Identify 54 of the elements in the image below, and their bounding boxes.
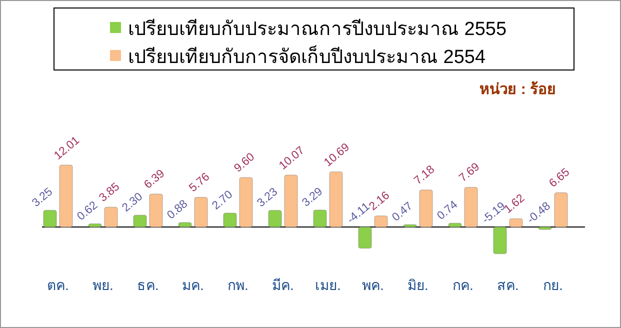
data-label: 2.30 — [120, 190, 146, 214]
data-label: 5.76 — [187, 170, 212, 195]
bar — [493, 226, 507, 254]
bar — [194, 197, 208, 228]
x-tick-label: เมย. — [315, 277, 341, 293]
bar — [448, 223, 462, 228]
x-tick-label: พค. — [362, 277, 384, 293]
bar — [403, 224, 417, 228]
data-label: 0.47 — [390, 200, 416, 224]
x-tick-label: มีค. — [272, 277, 294, 293]
legend-label: เปรียบเทียบกับการจัดเก็บปีงบประมาณ 2554 — [128, 44, 486, 68]
x-tick-label: กค. — [452, 277, 474, 293]
bar — [419, 190, 433, 228]
x-tick-label: มิย. — [408, 277, 428, 293]
bar — [239, 177, 253, 228]
x-tick-label: กพ. — [228, 277, 248, 293]
data-label: 0.74 — [435, 198, 461, 222]
bar — [178, 222, 192, 228]
bar — [313, 210, 327, 228]
bar — [374, 216, 388, 228]
data-label: 3.25 — [30, 186, 56, 210]
data-label: 6.39 — [142, 168, 168, 192]
x-tick-label: ตค. — [47, 277, 69, 293]
bar — [149, 194, 163, 228]
bar — [358, 226, 372, 248]
x-tick-label: กย. — [543, 277, 563, 293]
bar — [554, 192, 568, 228]
x-tick-label: มค. — [182, 277, 204, 293]
x-tick-label: สค. — [497, 277, 519, 293]
x-tick-label: ธค. — [137, 277, 159, 293]
bar — [268, 210, 282, 228]
legend-label: เปรียบเทียบกับประมาณการปีงบประมาณ 2555 — [128, 18, 507, 40]
data-label: 3.29 — [300, 186, 326, 210]
bar — [223, 212, 237, 228]
bar — [329, 172, 343, 228]
bar — [88, 224, 102, 228]
bar — [104, 206, 118, 228]
text: หน่วย : ร้อย — [480, 81, 556, 98]
x-tick-label: พย. — [92, 277, 114, 293]
bar — [133, 214, 147, 228]
data-label: 6.65 — [547, 166, 572, 190]
bar — [538, 226, 552, 230]
data-label: 3.23 — [255, 186, 280, 210]
data-label: 7.69 — [457, 161, 482, 185]
data-label: -0.48 — [525, 200, 554, 226]
bar — [509, 218, 523, 228]
bar — [43, 210, 57, 228]
bar — [284, 174, 298, 228]
bar — [59, 164, 73, 228]
bar — [464, 187, 478, 228]
data-label: 7.18 — [412, 164, 438, 188]
data-label: 0.88 — [165, 198, 190, 222]
data-label: 2.70 — [210, 188, 236, 212]
data-label: 9.60 — [232, 151, 258, 175]
